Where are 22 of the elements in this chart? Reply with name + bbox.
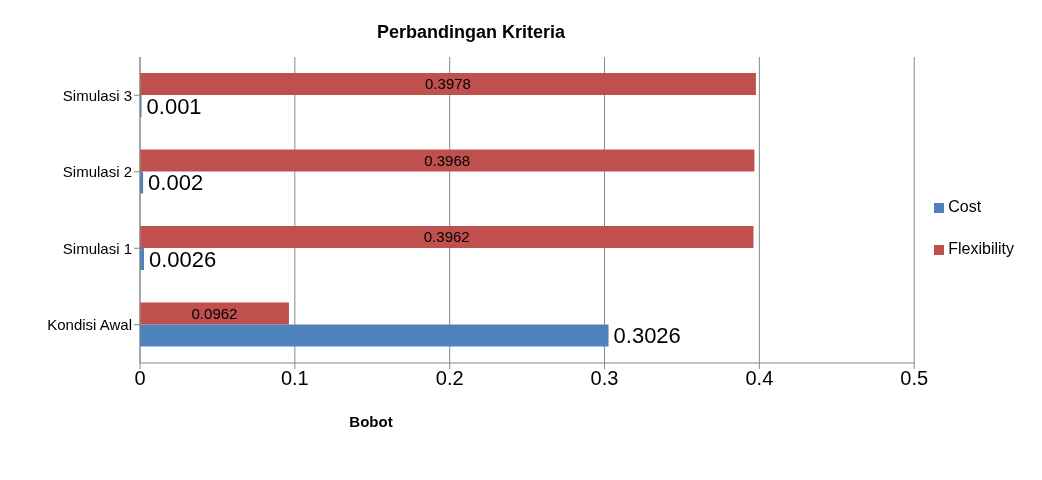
chart-title: Perbandingan Kriteria [375, 21, 566, 43]
x-tick-label: 0.2 [435, 367, 464, 390]
data-label: 0.3962 [423, 228, 470, 246]
y-tick-label: Simulasi 3 [62, 86, 132, 104]
y-tick-label: Simulasi 1 [62, 239, 132, 257]
x-tick-label: 0.3 [590, 367, 619, 390]
x-tick-label: 0 [134, 367, 146, 390]
x-tick-label: 0.5 [900, 367, 929, 390]
data-label: 0.001 [146, 93, 202, 119]
x-tick-label: 0.1 [280, 367, 309, 390]
data-label: 0.3026 [613, 323, 681, 349]
y-tick-label: Simulasi 2 [62, 163, 132, 181]
data-label: 0.3968 [424, 151, 471, 169]
x-axis-title: Bobot [348, 413, 394, 430]
x-tick-label: 0.4 [745, 367, 774, 390]
data-label: 0.0026 [149, 246, 217, 272]
data-label: 0.0962 [191, 304, 238, 322]
legend-label: Flexibility [948, 240, 1014, 257]
y-tick-label: Kondisi Awal [47, 316, 132, 334]
data-label: 0.002 [148, 170, 204, 196]
data-label: 0.3978 [425, 75, 471, 93]
legend-label: Cost [948, 198, 982, 215]
